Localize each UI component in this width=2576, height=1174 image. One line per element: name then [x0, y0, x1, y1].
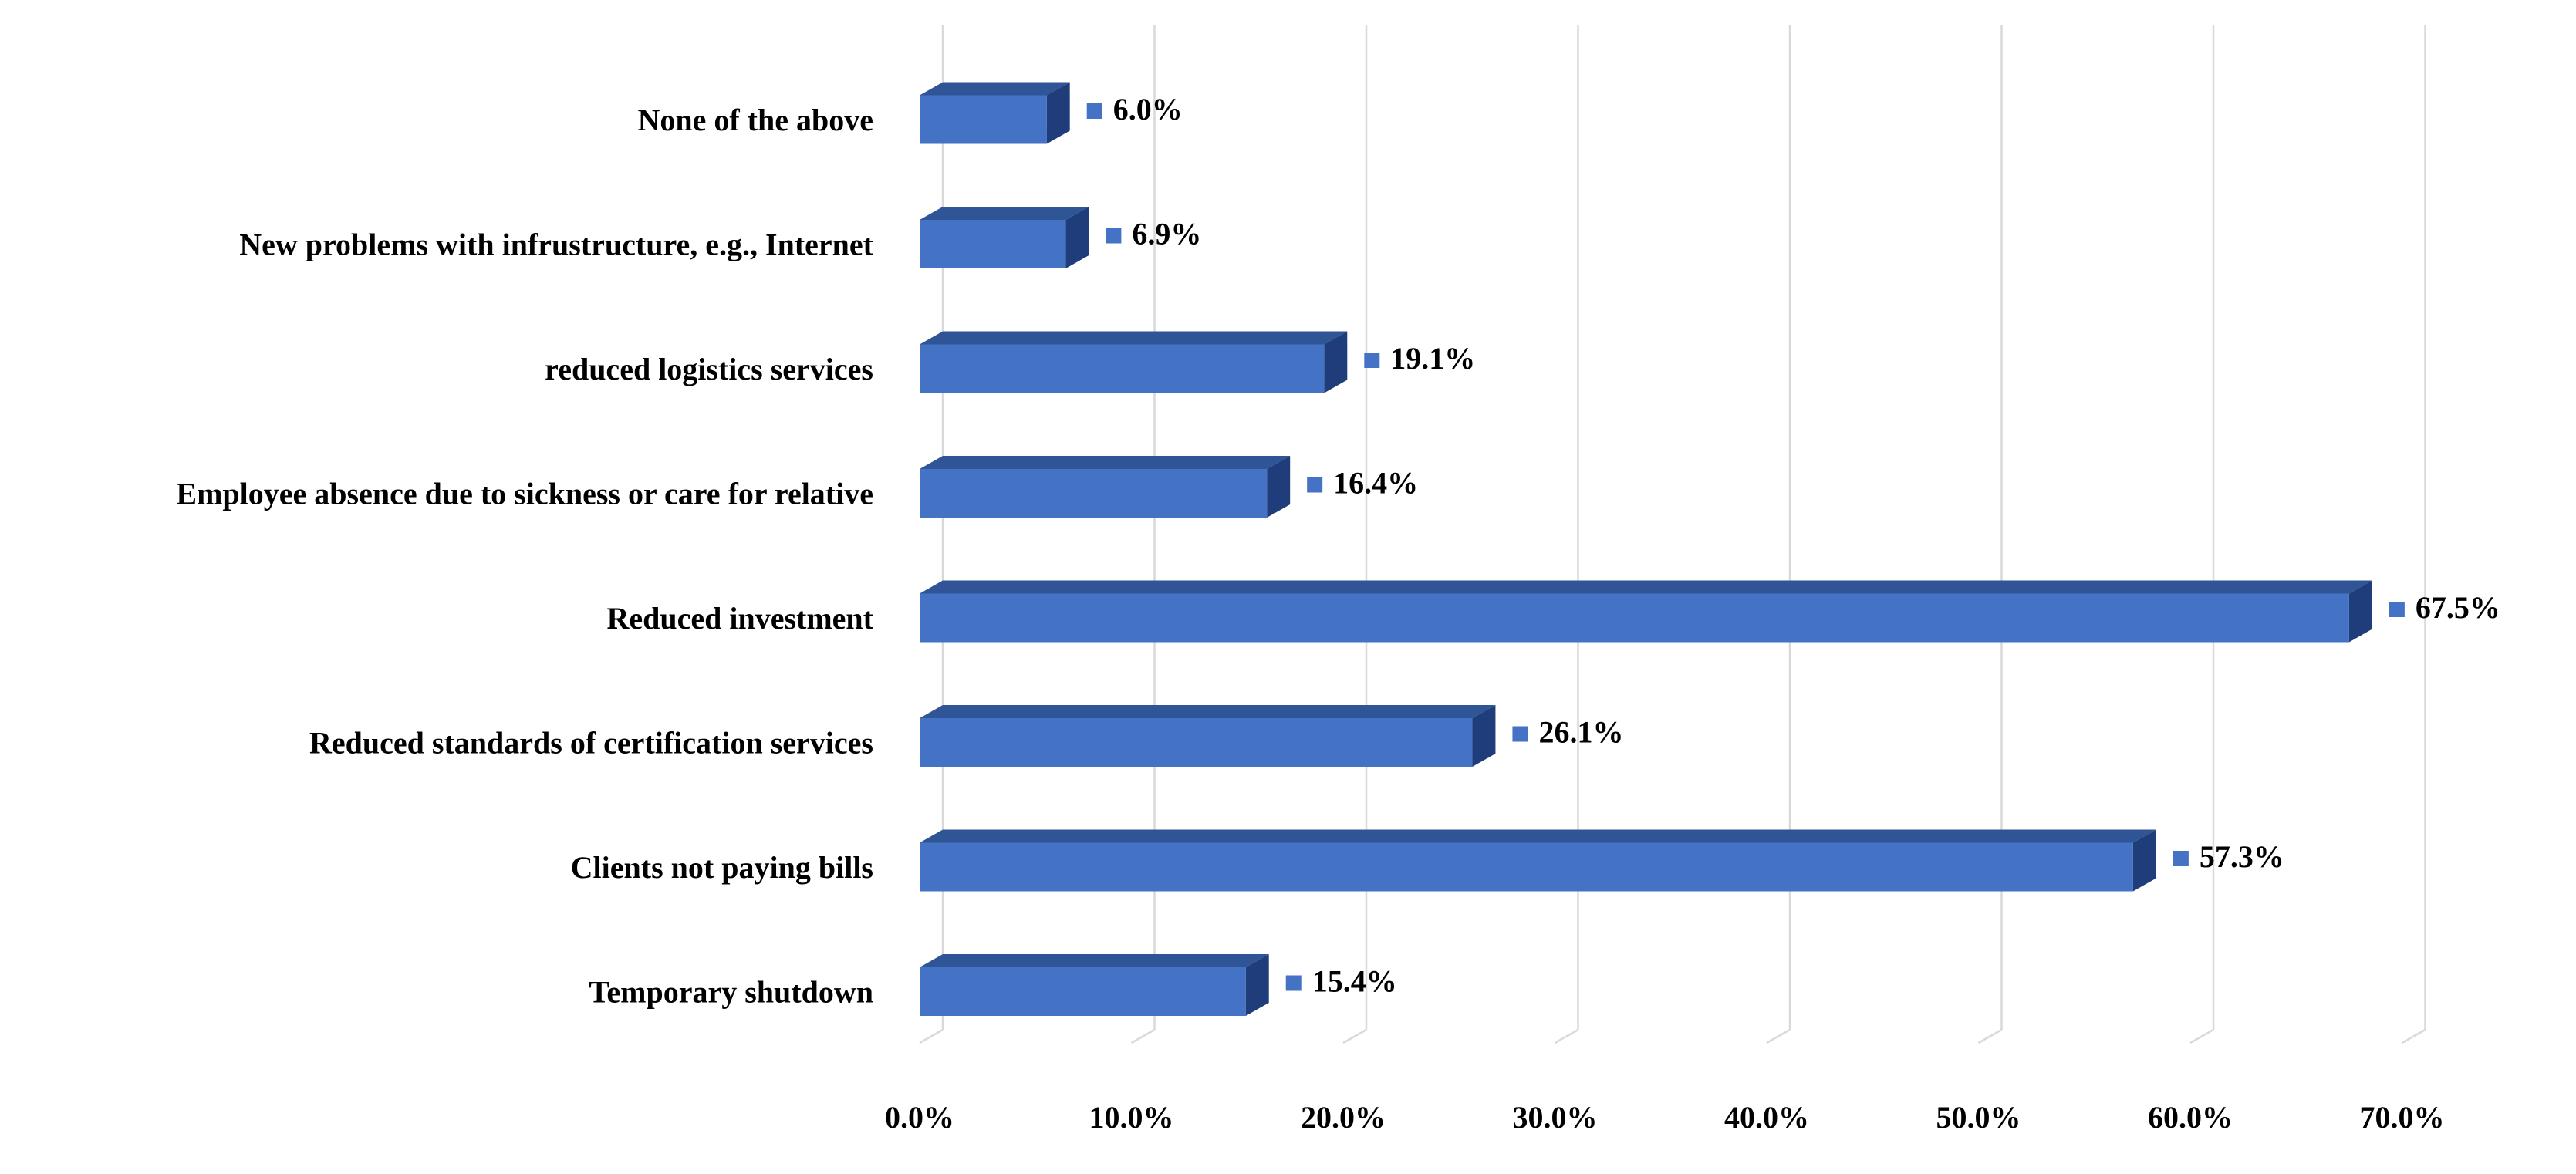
gridline-foot: [1554, 1028, 1579, 1044]
bar-top-face: [920, 954, 1269, 967]
gridline-foot: [919, 1028, 944, 1044]
category-label: Reduced standards of certification servi…: [309, 726, 873, 761]
value-marker: [1512, 726, 1528, 742]
x-tick-label: 70.0%: [2360, 1100, 2445, 1135]
gridline-foot: [1130, 1028, 1156, 1044]
bar-top-face: [920, 207, 1089, 220]
value-marker: [1364, 353, 1380, 368]
bar-side-face: [1267, 456, 1291, 518]
bar-top-face: [920, 456, 1291, 469]
bar-front-face: [920, 95, 1047, 144]
bar-side-face: [2348, 580, 2372, 643]
value-label: 26.1%: [1538, 715, 1623, 750]
bar-side-face: [1472, 705, 1496, 767]
category-label: Clients not paying bills: [571, 850, 873, 885]
bar-side-face: [1065, 207, 1089, 268]
x-axis-tick-labels: 0.0% 10.0% 20.0% 30.0% 40.0% 50.0% 60.0% 70.0%: [885, 1100, 2445, 1135]
gridline-foot: [1766, 1028, 1791, 1044]
grid-lines: [919, 25, 2426, 1044]
bar-front-face: [920, 967, 1246, 1016]
bar-front-face: [920, 469, 1268, 518]
gridline-foot: [2189, 1028, 2214, 1044]
gridline-foot: [2401, 1028, 2426, 1044]
bar-front-face: [920, 842, 2133, 892]
x-tick-label: 50.0%: [1936, 1100, 2021, 1135]
category-label: New problems with infrustructure, e.g., …: [239, 228, 873, 262]
bar-top-face: [920, 82, 1070, 96]
value-marker: [1285, 975, 1302, 991]
bar-front-face: [920, 593, 2349, 643]
bar-front-face: [920, 220, 1066, 268]
value-marker: [2173, 851, 2189, 866]
value-marker: [1307, 477, 1323, 493]
category-label: None of the above: [637, 103, 873, 137]
bar-side-face: [1046, 82, 1070, 144]
value-label: 15.4%: [1312, 964, 1397, 999]
bar: [920, 705, 1496, 767]
bar: [920, 954, 1269, 1016]
bar-front-face: [920, 718, 1473, 767]
bar-top-face: [920, 331, 1348, 345]
value-label: 6.9%: [1132, 217, 1201, 251]
bar-top-face: [920, 829, 2156, 843]
bar: [920, 456, 1291, 518]
value-marker: [1106, 228, 1122, 244]
value-labels: 6.0% 6.9% 19.1% 16.4% 67.5% 26.1% 57.3% 15.4%: [1086, 92, 2500, 999]
bar-top-face: [920, 580, 2372, 594]
x-tick-label: 30.0%: [1513, 1100, 1598, 1135]
bar-side-face: [1324, 331, 1348, 393]
x-tick-label: 20.0%: [1301, 1100, 1386, 1135]
bar-side-face: [2132, 829, 2156, 892]
bar: [920, 580, 2372, 643]
bar-side-face: [1245, 954, 1269, 1016]
category-label: Temporary shutdown: [589, 975, 873, 1010]
bar-front-face: [920, 344, 1325, 393]
category-label: Reduced investment: [606, 601, 873, 636]
x-tick-label: 10.0%: [1089, 1100, 1174, 1135]
gridline-foot: [1342, 1028, 1367, 1044]
value-label: 67.5%: [2416, 590, 2500, 625]
value-marker: [1086, 103, 1102, 119]
category-labels: None of the above New problems with infru…: [176, 103, 873, 1010]
category-label: Employee absence due to sickness or care…: [176, 477, 873, 511]
value-label: 6.0%: [1113, 92, 1183, 127]
value-label: 57.3%: [2200, 839, 2284, 874]
bar-top-face: [920, 705, 1496, 718]
x-tick-label: 40.0%: [1724, 1100, 1809, 1135]
gridline-foot: [1977, 1028, 2003, 1044]
value-marker: [2389, 602, 2405, 617]
category-label: reduced logistics services: [545, 352, 873, 386]
bar: [920, 829, 2156, 892]
x-tick-label: 0.0%: [885, 1100, 954, 1135]
bar: [920, 331, 1348, 393]
bar: [920, 82, 1070, 144]
bars: [920, 82, 2372, 1016]
x-tick-label: 60.0%: [2148, 1100, 2233, 1135]
value-label: 19.1%: [1390, 341, 1475, 376]
bar: [920, 207, 1089, 268]
value-label: 16.4%: [1333, 466, 1418, 501]
